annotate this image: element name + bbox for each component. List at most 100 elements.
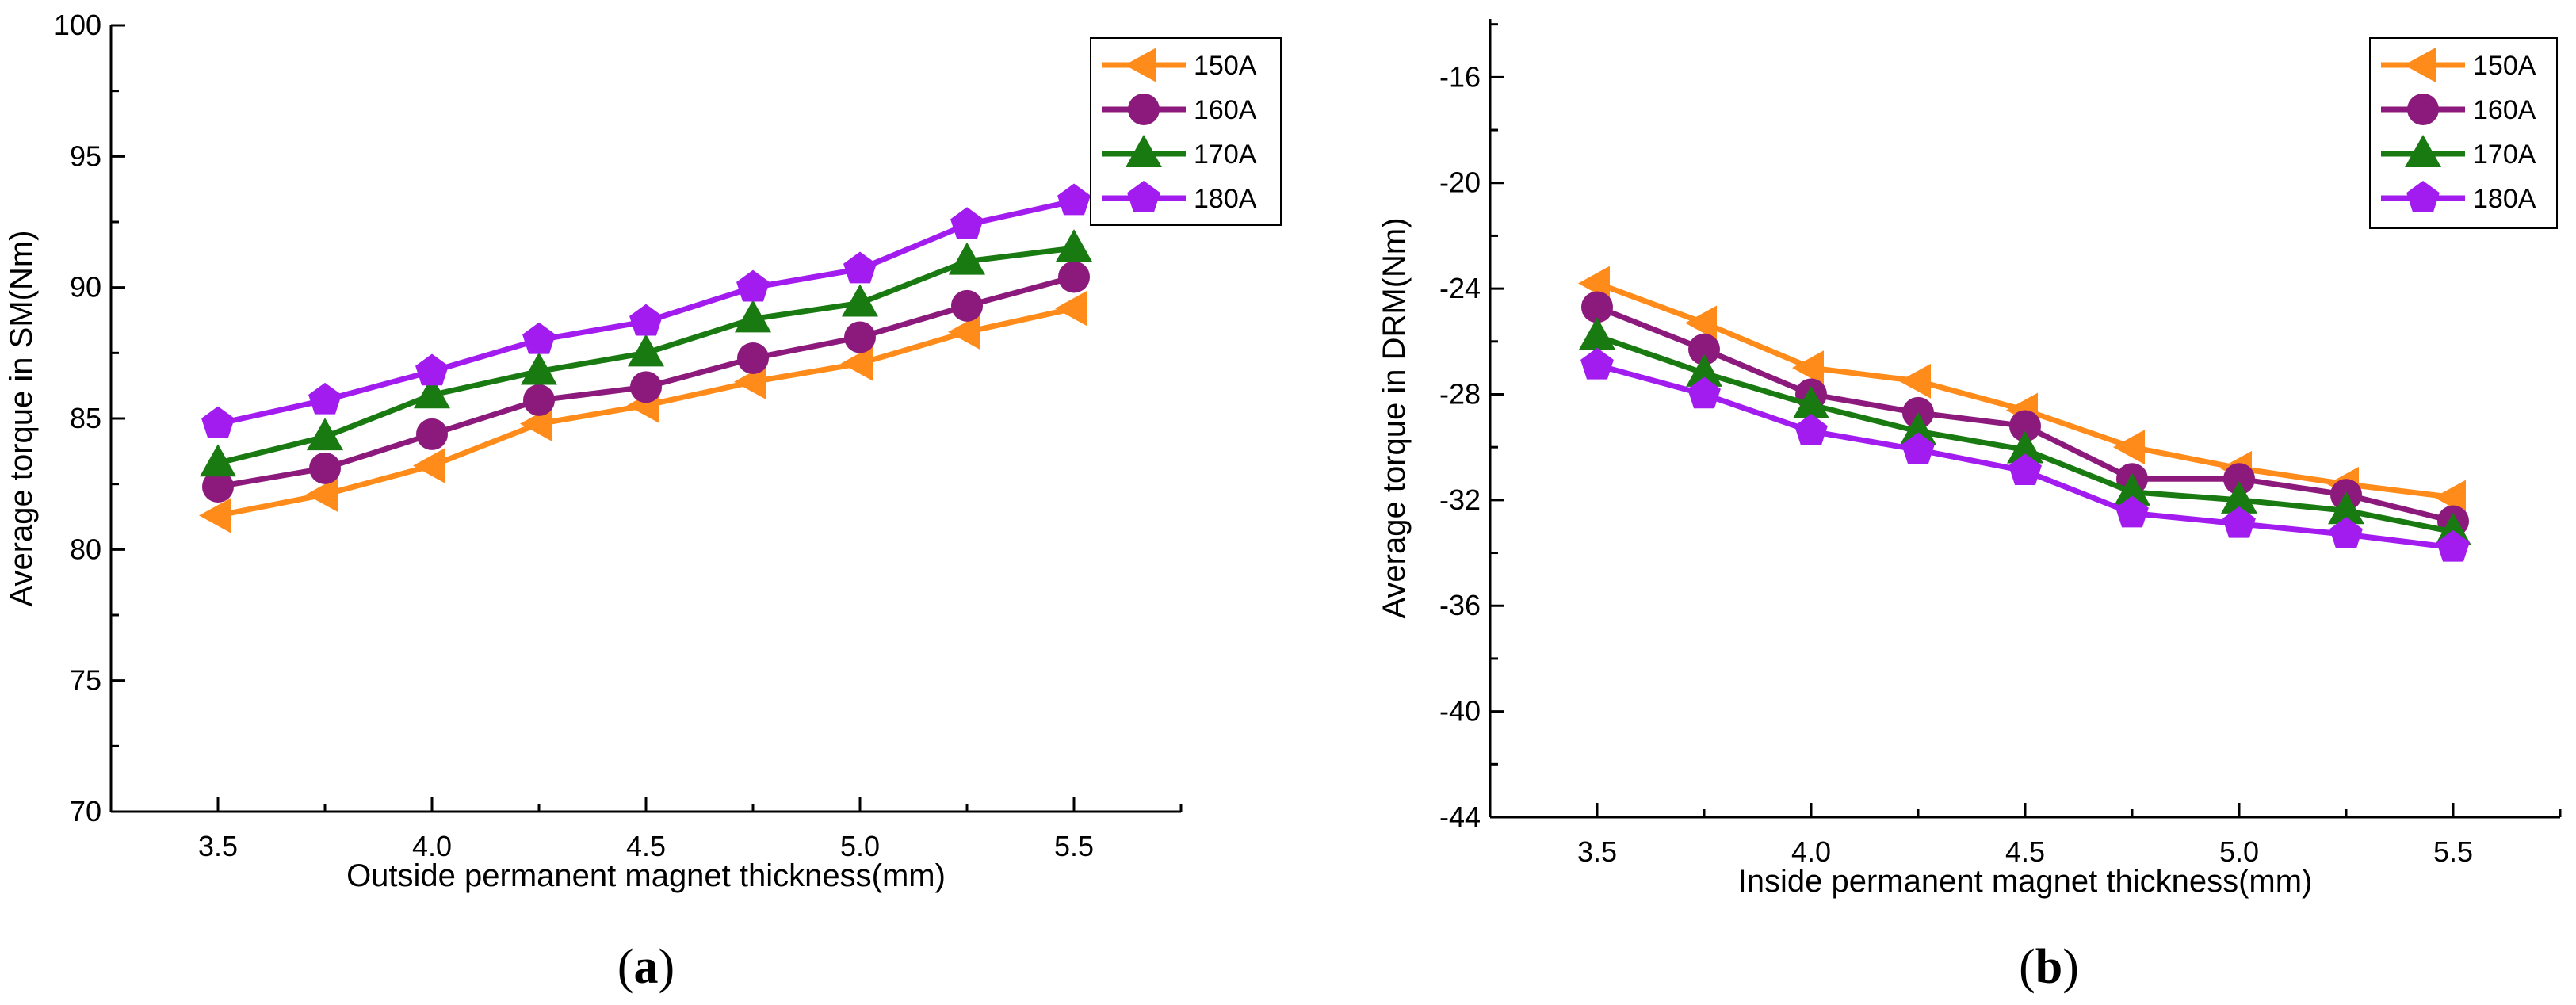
series-170a-point: [1793, 385, 1829, 418]
legend-swatch-marker: [1127, 181, 1160, 212]
series-160a-point: [1058, 261, 1090, 293]
y-tick-label: -16: [1439, 60, 1481, 93]
series-170a-point: [2114, 472, 2150, 506]
series-170a-point: [2328, 491, 2364, 525]
series-170a-point: [1056, 229, 1092, 262]
y-tick-label: -32: [1439, 483, 1481, 516]
legend-label: 180A: [1194, 184, 1257, 214]
caption-open: (: [617, 940, 634, 994]
legend-label: 170A: [1194, 139, 1257, 170]
caption-letter: b: [2035, 940, 2062, 994]
legend-swatch-marker: [2407, 94, 2439, 125]
series-160a-point: [416, 418, 448, 450]
series-170a-point: [2007, 430, 2043, 464]
legend-label: 150A: [1194, 51, 1257, 81]
y-axis-title: Average torque in DRM(Nm): [1377, 217, 1412, 618]
series-150a-point: [1899, 363, 1931, 399]
chart-panel-a: 70 75 80 85 90 95 100 3.5 4.0 4.5 5.0 5.5 Outside pe…: [4, 9, 1282, 994]
series-180a-point: [1901, 432, 1935, 464]
y-tick-label: 90: [70, 271, 101, 304]
series-180a-point: [2008, 453, 2042, 485]
series-180a-point: [843, 251, 877, 284]
series-170a-point: [307, 418, 343, 451]
caption-close: ): [659, 940, 675, 994]
series-180a-point: [1057, 183, 1091, 216]
x-axis-title: Inside permanent magnet thickness(mm): [1738, 864, 2313, 899]
series-170a-point: [1579, 317, 1615, 350]
series-160a-point: [2009, 410, 2041, 442]
legend-label: 160A: [2473, 95, 2536, 125]
series-180a-point: [2436, 529, 2470, 562]
y-tick-label: 80: [70, 533, 101, 565]
series-160a-point: [523, 384, 555, 416]
series-180a-point: [2222, 506, 2256, 538]
y-tick-label: 75: [70, 664, 101, 697]
series-180a-point: [1580, 347, 1614, 380]
legend-swatch-marker: [2404, 48, 2436, 82]
y-tick-label: -40: [1439, 695, 1481, 728]
legend-label: 180A: [2473, 184, 2536, 214]
series-170a-point: [735, 300, 771, 333]
series-150a-point: [1792, 350, 1824, 386]
series-160a-point: [202, 470, 234, 502]
series-150a-point: [1685, 305, 1717, 341]
x-tick-label: 4.0: [1791, 835, 1831, 868]
y-tick-label: 95: [70, 139, 101, 172]
series-150a-point: [306, 476, 338, 512]
x-axis-title: Outside permanent magnet thickness(mm): [346, 858, 946, 893]
series-180a-point: [522, 322, 556, 354]
series-150a-point: [1055, 291, 1087, 327]
y-tick-label: -24: [1439, 272, 1481, 304]
y-tick-label: 100: [54, 9, 101, 41]
series-180a: [201, 183, 1091, 438]
panel-caption: (b): [2019, 940, 2079, 994]
series-150a-point: [948, 314, 980, 350]
series-160a-point: [951, 289, 983, 322]
y-tick-label: -44: [1439, 801, 1481, 833]
y-tick-label: -20: [1439, 166, 1481, 199]
series-150a-point: [413, 448, 445, 483]
legend-swatch-marker: [1128, 94, 1160, 125]
y-tick-label: -36: [1439, 589, 1481, 621]
caption-open: (: [2019, 940, 2035, 994]
legend-label: 160A: [1194, 95, 1257, 125]
series-170a-point: [1686, 353, 1722, 387]
series-160a-point: [630, 371, 662, 403]
x-tick-label: 5.0: [840, 830, 880, 862]
x-tick-label: 4.0: [412, 830, 452, 862]
legend-label: 170A: [2473, 139, 2536, 170]
legend-swatch-marker: [2405, 135, 2441, 167]
y-axis-title: Average torque in SM(Nm): [4, 231, 39, 607]
series-180a-point: [2329, 517, 2363, 549]
series-170a-point: [949, 242, 985, 275]
series-150a-point: [2113, 430, 2145, 465]
series-180a-point: [950, 207, 984, 239]
series-170a-point: [628, 334, 664, 367]
x-tick-label: 5.5: [1054, 830, 1094, 862]
x-tick-label: 4.5: [2005, 835, 2045, 868]
series-180a-point: [1794, 414, 1828, 445]
legend-swatch-marker: [1125, 48, 1156, 82]
y-tick-label: 85: [70, 402, 101, 434]
series-180a-point: [1687, 376, 1721, 409]
series-160a-point: [2223, 463, 2255, 495]
series-160a-point: [1581, 291, 1613, 323]
series-170a: [200, 229, 1092, 477]
series-170a-point: [2221, 480, 2257, 514]
legend: 150A 160A 170A 180A: [1090, 37, 1282, 226]
series-170a-point: [521, 352, 557, 385]
series-180a: [1580, 347, 2470, 562]
legend-swatch-marker: [1126, 135, 1162, 167]
x-tick-label: 3.5: [1577, 835, 1617, 868]
series-180a-point: [736, 269, 770, 302]
x-tick-label: 5.5: [2433, 835, 2473, 868]
series-160a-point: [737, 342, 769, 374]
panel-caption: (a): [617, 940, 675, 994]
series-180a-point: [2115, 495, 2149, 528]
x-tick-label: 3.5: [198, 830, 238, 862]
series-150a-point: [841, 346, 873, 381]
legend-label: 150A: [2473, 51, 2536, 81]
y-tick-label: -28: [1439, 377, 1481, 410]
series-170a-point: [414, 376, 450, 409]
